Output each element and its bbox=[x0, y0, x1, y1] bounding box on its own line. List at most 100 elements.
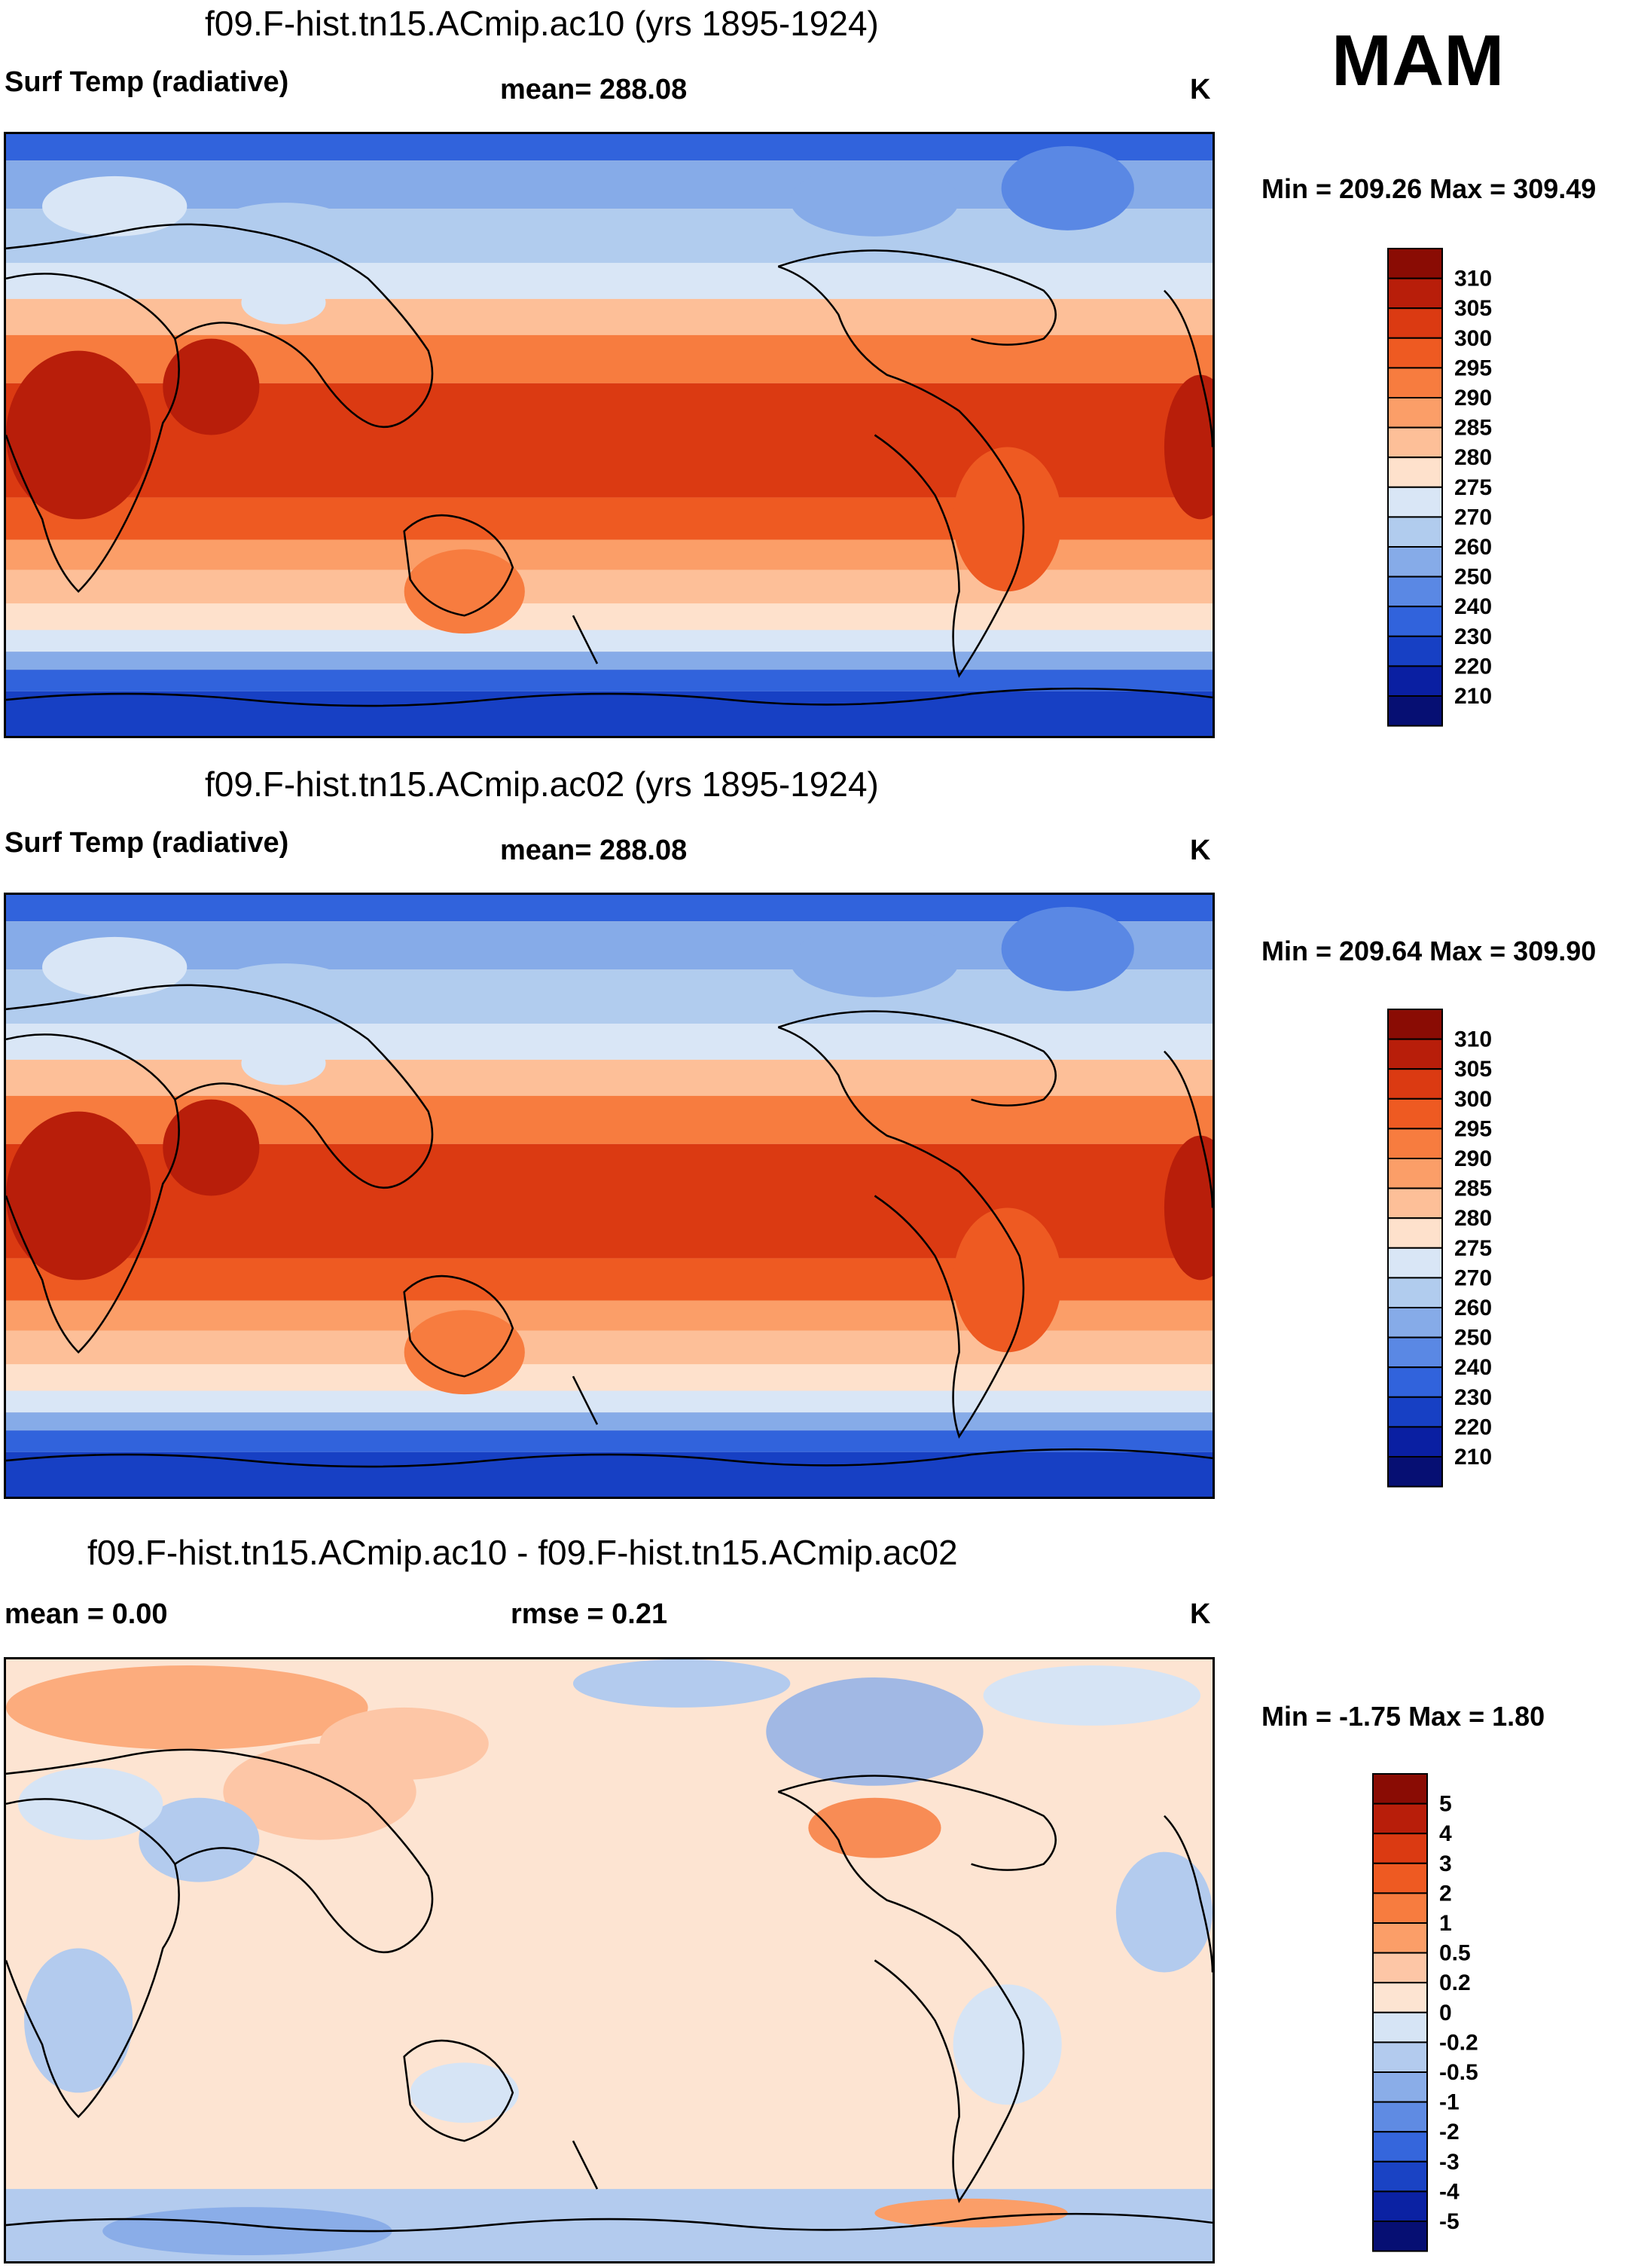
colorbar-tick-label: 240 bbox=[1454, 1355, 1492, 1380]
panel1-minmax: Min = 209.26 Max = 309.49 bbox=[1261, 173, 1597, 204]
colorbar-swatch bbox=[1387, 1247, 1443, 1279]
panel2-map bbox=[4, 893, 1215, 1499]
colorbar-tick-label: 300 bbox=[1454, 1087, 1492, 1112]
panel2-temperature-field bbox=[6, 895, 1213, 1497]
colorbar-swatch bbox=[1387, 1336, 1443, 1369]
panel2-minmax: Min = 209.64 Max = 309.90 bbox=[1261, 936, 1597, 966]
colorbar-tick-label: 285 bbox=[1454, 1177, 1492, 1201]
colorbar-tick-label: 220 bbox=[1454, 1415, 1492, 1439]
colorbar-tick-label: 285 bbox=[1454, 416, 1492, 441]
colorbar-swatch bbox=[1387, 307, 1443, 339]
panel3-colorbar-svg: 5 4 3 2 1 0.5 0.2 0 -0.2 -0.5 -1 -2 -3 -4 -5 bbox=[1372, 1773, 1478, 2252]
colorbar-tick-label: 230 bbox=[1454, 1385, 1492, 1410]
panel1-map bbox=[4, 132, 1215, 738]
colorbar-swatch bbox=[1372, 1892, 1428, 1924]
colorbar-tick-label: 310 bbox=[1454, 267, 1492, 292]
colorbar-swatch bbox=[1387, 1366, 1443, 1398]
panel3-colorbar: 5 4 3 2 1 0.5 0.2 0 -0.2 -0.5 -1 -2 -3 -4 -5 bbox=[1372, 1773, 1524, 2256]
colorbar-tick-label: 310 bbox=[1454, 1027, 1492, 1052]
colorbar-swatch bbox=[1387, 486, 1443, 518]
colorbar-swatch bbox=[1387, 635, 1443, 667]
colorbar-tick-label: 260 bbox=[1454, 535, 1492, 560]
colorbar-swatch bbox=[1372, 1922, 1428, 1954]
colorbar-tick-label: 250 bbox=[1454, 1326, 1492, 1351]
panel1-variable-label: Surf Temp (radiative) bbox=[5, 66, 289, 98]
colorbar-swatch bbox=[1387, 1456, 1443, 1488]
colorbar-tick-label: 3 bbox=[1439, 1851, 1452, 1876]
colorbar-tick-label: -0.2 bbox=[1439, 2030, 1478, 2055]
colorbar-tick-label: 210 bbox=[1454, 684, 1492, 709]
colorbar-tick-label: 240 bbox=[1454, 594, 1492, 619]
colorbar-swatch bbox=[1387, 1068, 1443, 1100]
colorbar-swatch bbox=[1372, 2011, 1428, 2044]
colorbar-swatch bbox=[1372, 2131, 1428, 2163]
colorbar-tick-label: 305 bbox=[1454, 1057, 1492, 1082]
colorbar-swatch bbox=[1387, 337, 1443, 369]
panel1-colorbar: 310 305 300 295 290 285 280 275 270 260 250 240 230 2… bbox=[1387, 248, 1539, 731]
colorbar-tick-label: 0.5 bbox=[1439, 1941, 1471, 1966]
colorbar-swatch bbox=[1387, 1217, 1443, 1249]
panel2-colorbar-svg: 310 305 300 295 290 285 280 275 270 260 250 240 230 2… bbox=[1387, 1009, 1492, 1488]
colorbar-tick-label: -4 bbox=[1439, 2179, 1460, 2204]
colorbar-tick-label: 290 bbox=[1454, 386, 1492, 411]
colorbar-swatch bbox=[1372, 1773, 1428, 1805]
colorbar-tick-label: 0.2 bbox=[1439, 1970, 1471, 1995]
colorbar-tick-label: 250 bbox=[1454, 565, 1492, 590]
colorbar-swatch bbox=[1387, 1277, 1443, 1308]
colorbar-swatch bbox=[1387, 1009, 1443, 1040]
panel2-colorbar: 310 305 300 295 290 285 280 275 270 260 250 240 230 2… bbox=[1387, 1009, 1539, 1491]
panel2-units-label: K bbox=[1190, 835, 1211, 866]
colorbar-swatch bbox=[1387, 277, 1443, 310]
colorbar-tick-label: -3 bbox=[1439, 2150, 1460, 2175]
panel2-mean-label: mean= 288.08 bbox=[500, 835, 688, 866]
colorbar-tick-label: 230 bbox=[1454, 624, 1492, 649]
panel3-difference-field bbox=[6, 1659, 1213, 2261]
colorbar-swatch bbox=[1372, 2221, 1428, 2252]
colorbar-swatch bbox=[1387, 456, 1443, 488]
panel3-rmse-label: rmse = 0.21 bbox=[511, 1598, 668, 1630]
colorbar-swatch bbox=[1387, 1128, 1443, 1159]
panel1-title: f09.F-hist.tn15.ACmip.ac10 (yrs 1895-192… bbox=[205, 4, 879, 43]
colorbar-swatch bbox=[1387, 516, 1443, 548]
colorbar-tick-label: 295 bbox=[1454, 1116, 1492, 1141]
panel1-temperature-field bbox=[6, 134, 1213, 736]
colorbar-tick-label: 5 bbox=[1439, 1792, 1452, 1817]
panel1-mean-label: mean= 288.08 bbox=[500, 74, 688, 105]
panel1-colorbar-svg: 310 305 300 295 290 285 280 275 270 260 250 240 230 2… bbox=[1387, 248, 1492, 727]
colorbar-swatch bbox=[1387, 1426, 1443, 1458]
colorbar-swatch bbox=[1372, 1982, 1428, 2013]
colorbar-swatch bbox=[1372, 2190, 1428, 2223]
colorbar-swatch bbox=[1387, 1307, 1443, 1339]
colorbar-tick-label: 260 bbox=[1454, 1296, 1492, 1320]
panel2-title: f09.F-hist.tn15.ACmip.ac02 (yrs 1895-192… bbox=[205, 765, 879, 804]
colorbar-tick-label: 210 bbox=[1454, 1445, 1492, 1470]
colorbar-tick-label: 280 bbox=[1454, 1206, 1492, 1231]
colorbar-tick-label: 275 bbox=[1454, 475, 1492, 500]
colorbar-tick-label: 220 bbox=[1454, 654, 1492, 679]
colorbar-swatch bbox=[1387, 1158, 1443, 1189]
colorbar-tick-label: 0 bbox=[1439, 2001, 1452, 2025]
colorbar-swatch bbox=[1387, 426, 1443, 459]
colorbar-swatch bbox=[1372, 1862, 1428, 1894]
colorbar-swatch bbox=[1387, 1097, 1443, 1130]
panel3-map bbox=[4, 1657, 1215, 2263]
colorbar-tick-label: 2 bbox=[1439, 1881, 1452, 1906]
colorbar-swatch bbox=[1387, 695, 1443, 727]
colorbar-swatch bbox=[1387, 248, 1443, 279]
colorbar-tick-label: 295 bbox=[1454, 356, 1492, 380]
colorbar-swatch bbox=[1387, 1038, 1443, 1070]
colorbar-tick-label: 275 bbox=[1454, 1236, 1492, 1261]
colorbar-tick-label: 290 bbox=[1454, 1146, 1492, 1171]
colorbar-swatch bbox=[1372, 1833, 1428, 1864]
colorbar-tick-label: 4 bbox=[1439, 1821, 1452, 1846]
colorbar-swatch bbox=[1372, 2160, 1428, 2193]
colorbar-tick-label: -1 bbox=[1439, 2090, 1460, 2115]
colorbar-swatch bbox=[1372, 2101, 1428, 2133]
colorbar-swatch bbox=[1387, 397, 1443, 429]
colorbar-tick-label: -0.5 bbox=[1439, 2060, 1478, 2085]
colorbar-tick-label: 300 bbox=[1454, 326, 1492, 351]
colorbar-swatch bbox=[1372, 1802, 1428, 1835]
colorbar-tick-label: -5 bbox=[1439, 2209, 1460, 2234]
panel3-units-label: K bbox=[1190, 1598, 1211, 1630]
season-label: MAM bbox=[1332, 20, 1505, 101]
